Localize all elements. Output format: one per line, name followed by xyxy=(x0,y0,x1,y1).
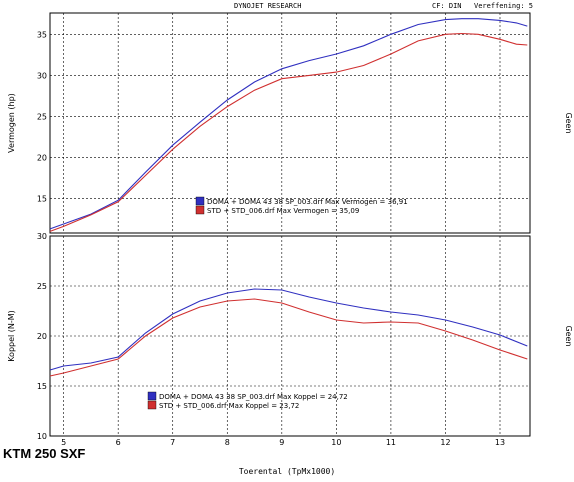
panel-1-ytick-30: 30 xyxy=(37,71,47,80)
panel-2-ylabel: Koppel (N-M) xyxy=(7,310,16,362)
panel-2-legend-swatch-2 xyxy=(147,400,157,410)
xtick-6: 6 xyxy=(116,438,121,447)
xtick-13: 13 xyxy=(495,438,505,447)
vehicle-model-label: KTM 250 SXF xyxy=(3,446,86,461)
smoothing-label: Vereffening: 5 xyxy=(474,2,534,10)
xtick-10: 10 xyxy=(331,438,341,447)
panel-1-ytick-15: 15 xyxy=(37,195,47,204)
panel-1-series-2-line xyxy=(49,32,528,232)
panel-2-right-label: Geen xyxy=(564,325,573,346)
panel-1-right-label: Geen xyxy=(564,112,573,133)
panel-1-ytick-20: 20 xyxy=(37,153,47,162)
panel-1-legend-label-2: STD + STD_006.drf Max Vermogen = 35,09 xyxy=(207,207,359,215)
xtick-9: 9 xyxy=(279,438,284,447)
panel-1-ylabel: Vermogen (hp) xyxy=(7,93,16,153)
panel-1-legend-swatch-1 xyxy=(195,196,205,206)
panel-2-legend-label-1: DOMA + DOMA 43 38 SP_003.drf Max Koppel … xyxy=(159,393,348,401)
panel-2-ytick-10: 10 xyxy=(37,432,47,441)
panel-2-legend-swatch-1 xyxy=(147,391,157,401)
xtick-11: 11 xyxy=(386,438,396,447)
panel-1-series-1-line xyxy=(49,18,528,230)
panel-2-series-1-line xyxy=(49,288,528,371)
panel-1-ytick-35: 35 xyxy=(37,30,47,39)
panel-2-ytick-20: 20 xyxy=(37,332,47,341)
panel-1-legend-swatch-2 xyxy=(195,205,205,215)
panel-1-legend-label-1: DOMA + DOMA 43 38 SP_003.drf Max Vermoge… xyxy=(207,198,408,206)
xtick-5: 5 xyxy=(61,438,66,447)
panel-1-ytick-25: 25 xyxy=(37,112,47,121)
panel-2-legend-label-2: STD + STD_006.drf Max Koppel = 23,72 xyxy=(159,402,299,410)
panel-2-ytick-15: 15 xyxy=(37,382,47,391)
xtick-12: 12 xyxy=(440,438,450,447)
correction-factor-label: CF: DIN xyxy=(432,2,462,10)
panel-1-frame xyxy=(49,12,531,234)
panel-2-ytick-25: 25 xyxy=(37,282,47,291)
xtick-8: 8 xyxy=(225,438,230,447)
xtick-7: 7 xyxy=(170,438,175,447)
chart-header-title: DYNOJET RESEARCH xyxy=(234,2,302,10)
x-axis-title: Toerental (TpMx1000) xyxy=(238,467,336,476)
panel-2-series-2-line xyxy=(49,298,528,377)
panel-2-ytick-30: 30 xyxy=(37,232,47,241)
